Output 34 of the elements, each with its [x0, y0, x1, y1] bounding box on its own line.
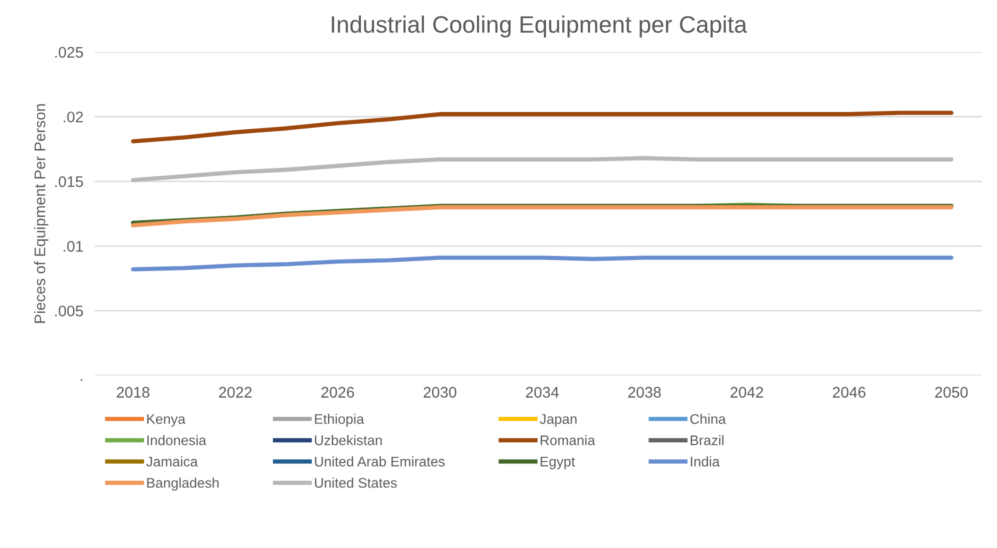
legend-label: Ethiopia — [315, 414, 364, 427]
legend-label: Brazil — [690, 435, 724, 446]
x-tick-label: 2034 — [526, 386, 559, 398]
x-tick-label: 2046 — [832, 386, 866, 398]
legend-label: India — [690, 456, 720, 467]
y-tick-label: .025 — [55, 46, 83, 58]
x-tick-label: 2030 — [424, 386, 456, 398]
y-tick-label: .005 — [55, 306, 83, 316]
legend-label: Bangladesh — [147, 478, 219, 491]
legend-label: Kenya — [147, 414, 186, 427]
y-tick-label: .02 — [64, 112, 83, 122]
y-tick-label: .01 — [64, 240, 83, 252]
y-tick-label: .015 — [55, 176, 83, 188]
legend-label: United States — [314, 478, 397, 488]
line-series — [130, 156, 954, 182]
legend-label: Romania — [540, 435, 596, 446]
x-tick-label: 2050 — [935, 386, 968, 398]
line-series — [130, 110, 954, 144]
legend-label: Egypt — [540, 456, 575, 470]
legend-label: Jamaica — [146, 456, 198, 467]
legend-label: China — [690, 414, 726, 424]
legend-label: Japan — [540, 414, 577, 427]
x-tick-label: 2026 — [321, 386, 354, 398]
legend-label: Indonesia — [147, 435, 206, 446]
line-series — [130, 256, 954, 272]
y-axis-title: Pieces of Equipment Per Person — [34, 104, 48, 323]
x-tick-label: 2042 — [730, 386, 764, 398]
x-tick-label: 2022 — [219, 386, 252, 398]
y-tick-label: . — [80, 379, 82, 381]
legend-label: United Arab Emirates — [314, 456, 445, 467]
chart-title: Industrial Cooling Equipment per Capita — [332, 16, 748, 38]
x-tick-label: 2018 — [116, 386, 150, 398]
legend-label: Uzbekistan — [314, 435, 382, 446]
x-tick-label: 2038 — [628, 386, 661, 398]
